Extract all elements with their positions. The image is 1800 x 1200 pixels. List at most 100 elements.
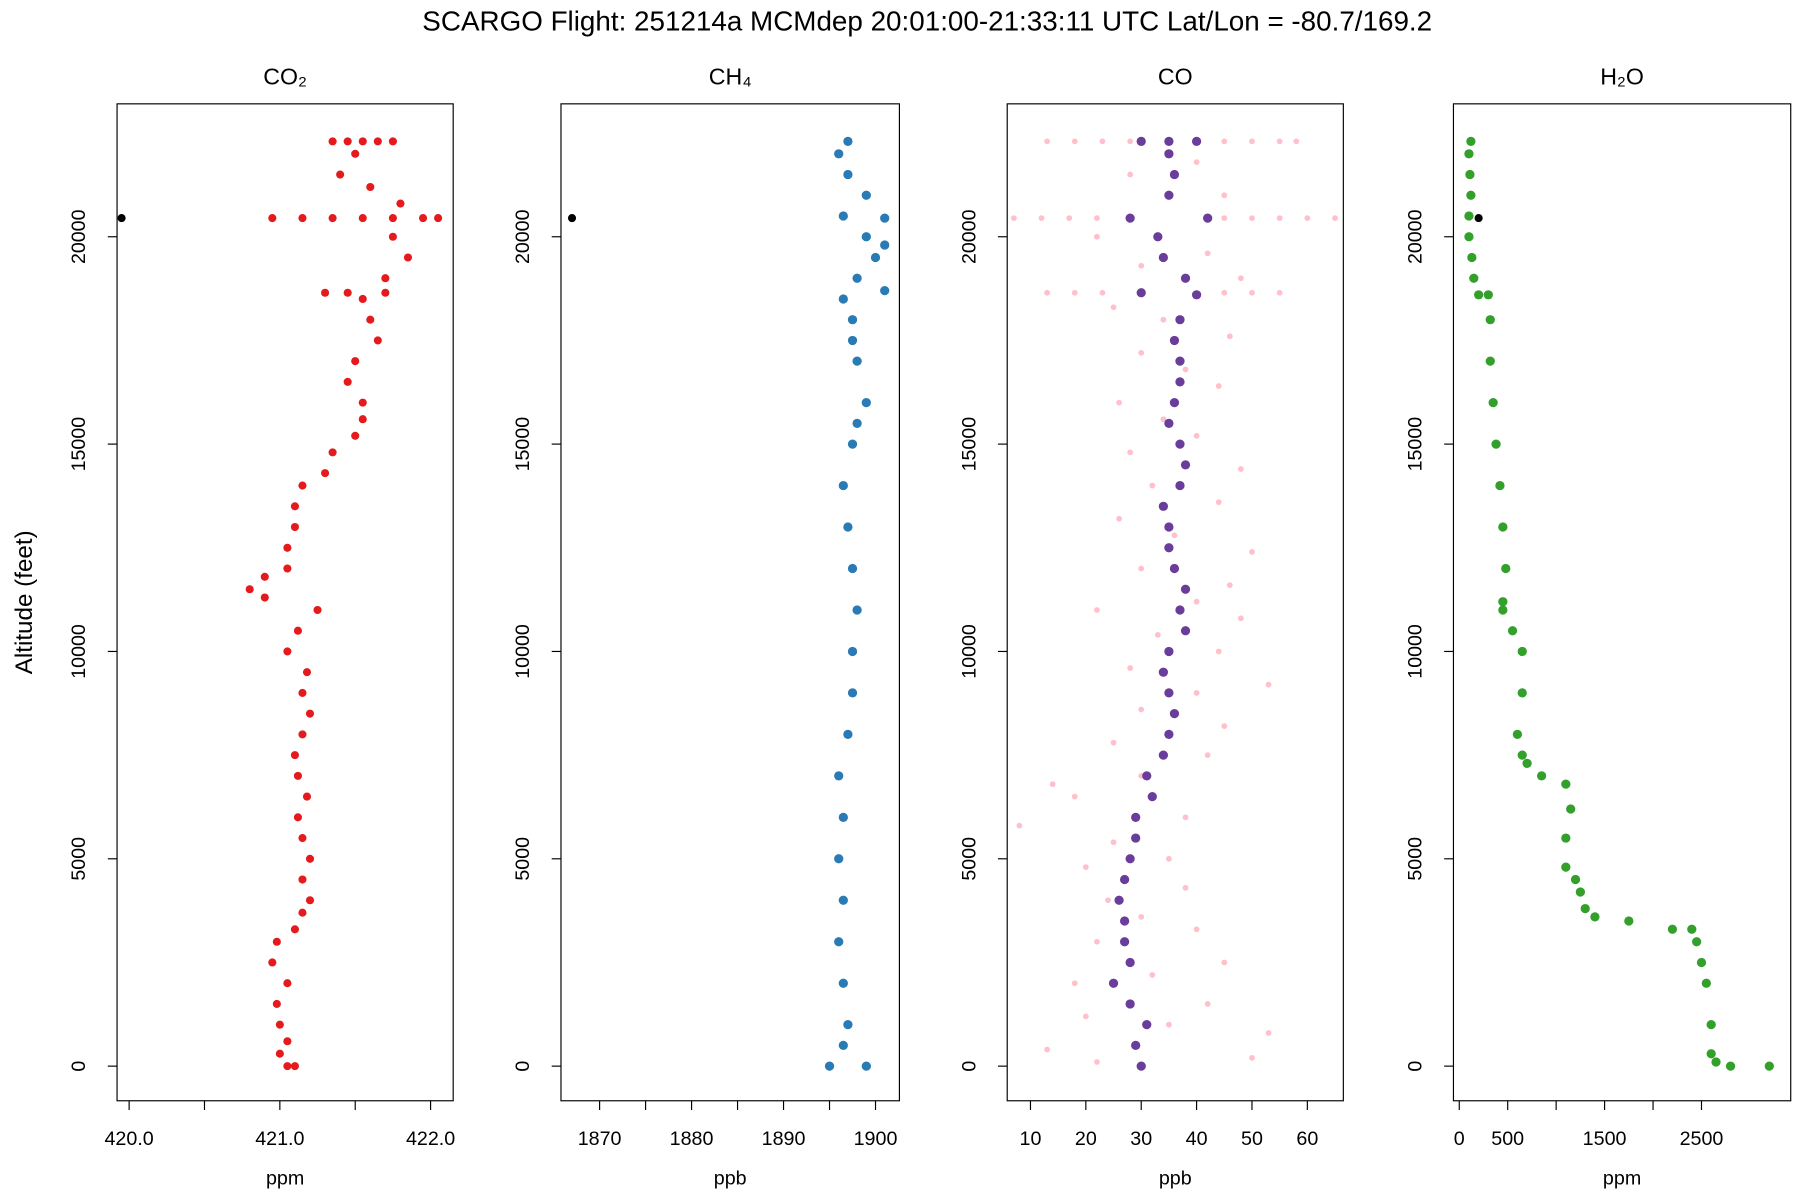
x-tick-label: 1870 [578,1128,622,1150]
point [1127,449,1134,456]
point [1099,138,1106,145]
y-axis-label: Altitude (feet) [11,530,38,674]
point [1116,515,1122,522]
point [298,688,307,697]
point [302,792,312,801]
point [1164,149,1174,159]
point [1191,136,1202,146]
point [838,211,848,221]
point [1169,563,1180,574]
point [1071,980,1078,987]
x-tick-label: 422.0 [406,1128,455,1150]
point [843,729,853,740]
y-tick-label: 15000 [1405,417,1427,472]
point [1082,1013,1089,1020]
point [283,1037,292,1046]
y-tick-label: 5000 [512,837,534,881]
point [1094,938,1100,945]
x-tick-label: 50 [1241,1128,1263,1150]
point [305,709,315,718]
point [1204,250,1211,257]
point [1169,169,1180,180]
point [1175,480,1185,491]
point [1136,1061,1146,1071]
point [1191,290,1202,300]
point [1119,874,1130,885]
panel-title: H₂O [1600,64,1644,90]
point [1138,706,1145,713]
point [343,137,352,146]
point [843,522,853,532]
y-tick-label: 10000 [1405,624,1427,679]
point [1203,213,1213,223]
point [1193,432,1200,439]
point [861,1061,871,1071]
y-tick-label: 20000 [512,209,534,264]
y-tick-label: 20000 [958,209,980,264]
point [1110,839,1117,846]
point [1099,289,1106,296]
plot-frame [1452,103,1792,1102]
point [1304,215,1311,221]
point [1498,597,1508,607]
point [403,253,413,262]
point [1138,349,1145,356]
point [1094,215,1100,221]
point [838,812,848,822]
point [1332,215,1338,221]
y-tick-label: 20000 [68,209,90,264]
point [351,431,360,440]
point [1136,288,1146,298]
point [1149,482,1156,489]
point [1561,779,1571,789]
y-tick-label: 10000 [958,624,980,679]
point [1158,501,1169,511]
point [1498,605,1508,615]
point [1570,874,1581,885]
plot-frame [116,103,454,1102]
point [1125,957,1135,968]
point [1512,729,1523,740]
y-tick-label: 0 [1405,1061,1427,1072]
point [1066,215,1073,221]
y-tick-label: 15000 [958,417,980,472]
point [1237,615,1244,622]
point [847,688,858,698]
panel-title: CO [1158,64,1193,90]
point [1182,814,1189,821]
point [1125,213,1135,223]
point [1049,781,1056,788]
point [1465,169,1475,180]
point [272,999,281,1008]
point [358,398,367,407]
point [1044,1046,1050,1053]
y-tick-label: 10000 [512,624,534,679]
point [293,771,302,780]
point [1483,290,1493,300]
point [1164,543,1174,553]
point [1237,466,1244,472]
point [366,182,375,192]
x-axis-label: ppb [1159,1167,1192,1189]
point [1110,739,1117,746]
point [1119,916,1130,926]
point [1249,138,1255,145]
point [1249,215,1255,221]
point [1164,729,1174,740]
point [381,274,390,283]
y-tick-label: 5000 [68,837,90,881]
point [1164,136,1174,146]
point [1624,916,1634,926]
x-tick-label: 1900 [854,1128,898,1150]
point [1127,171,1134,178]
point [1221,289,1228,296]
point [1485,356,1495,366]
point [293,813,302,822]
point [321,469,330,478]
point [1164,418,1174,428]
point [1464,232,1474,242]
point [1136,136,1146,146]
point [275,1049,284,1058]
point [1180,460,1191,470]
